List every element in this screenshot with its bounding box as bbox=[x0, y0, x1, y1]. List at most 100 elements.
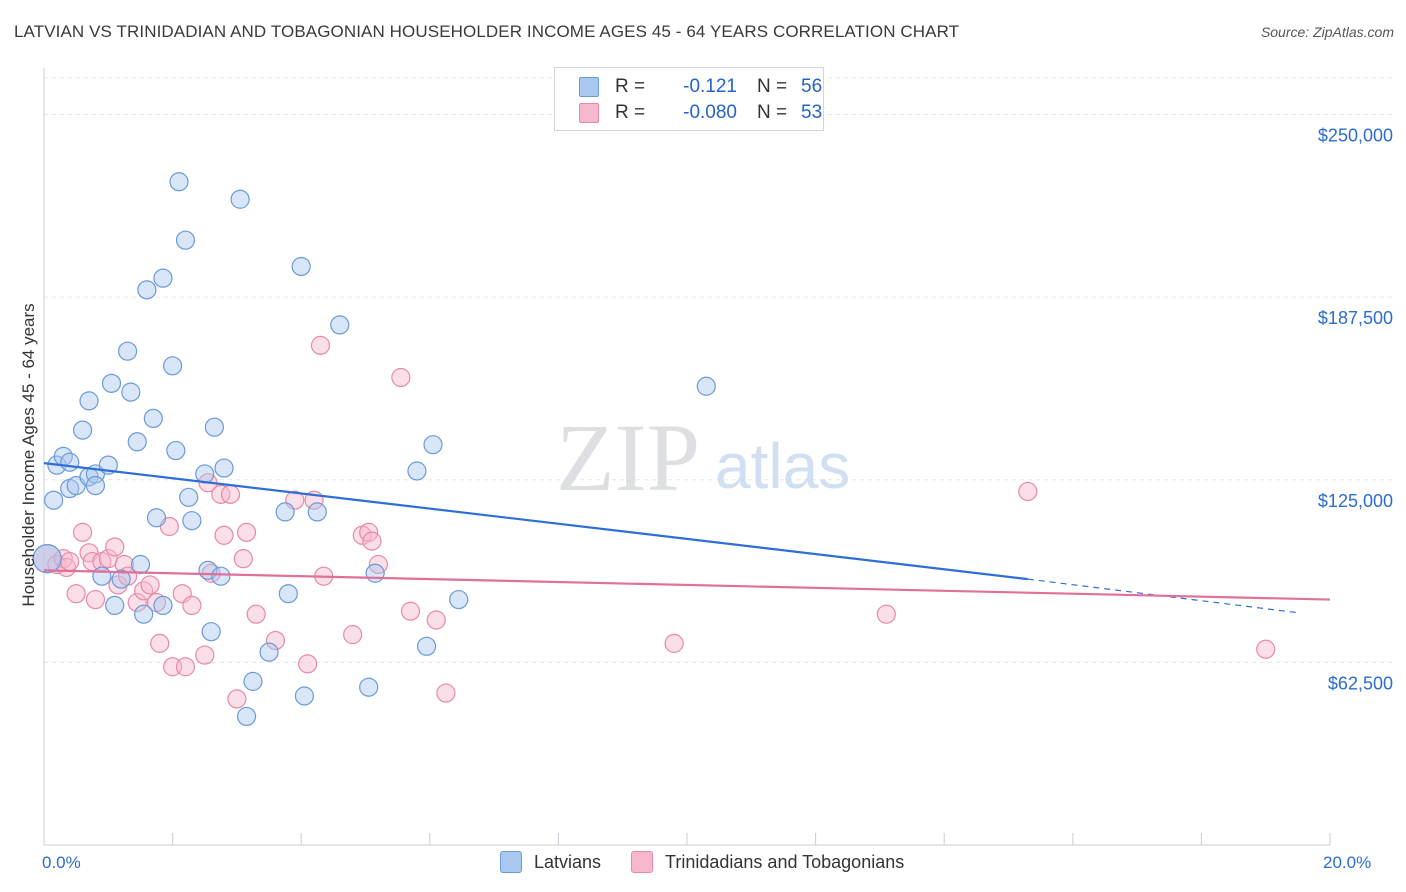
legend-r-label: R = bbox=[615, 76, 646, 97]
trinidadian-point bbox=[1256, 639, 1276, 659]
trinidadian-trend-line bbox=[43, 569, 1331, 601]
latvian-point bbox=[163, 356, 183, 376]
latvian-point bbox=[359, 677, 379, 697]
legend-n-value: 53 bbox=[801, 102, 823, 123]
latvian-point bbox=[85, 476, 106, 496]
legend-n-value: 56 bbox=[801, 76, 823, 97]
latvian-point bbox=[214, 458, 234, 478]
watermark: ZIP atlas bbox=[556, 404, 850, 511]
latvian-point bbox=[179, 487, 199, 507]
latvian-point bbox=[278, 584, 298, 604]
legend-row-trinidadians: R = -0.080 N = 53 bbox=[579, 100, 822, 126]
latvian-trend-line bbox=[43, 462, 1028, 581]
latvian-point bbox=[259, 642, 279, 662]
latvian-point bbox=[105, 595, 125, 616]
legend-item-latvians[interactable]: Latvians bbox=[500, 851, 601, 873]
latvian-point bbox=[182, 511, 202, 531]
legend-swatch-latvians bbox=[579, 77, 599, 97]
trinidadian-point bbox=[175, 657, 196, 677]
latvian-point bbox=[32, 544, 62, 574]
latvian-point bbox=[130, 554, 151, 575]
latvian-point bbox=[134, 604, 154, 624]
watermark-zip: ZIP bbox=[556, 404, 700, 511]
y-tick-label: $62,500 bbox=[1328, 673, 1393, 693]
trinidadian-point bbox=[426, 610, 446, 630]
legend-swatch-latvians bbox=[500, 851, 522, 873]
trinidadian-point bbox=[246, 604, 266, 624]
trinidadian-point bbox=[310, 335, 331, 355]
y-tick-label: $187,500 bbox=[1318, 308, 1393, 328]
trinidadian-point bbox=[233, 549, 253, 569]
latvian-point bbox=[175, 230, 196, 250]
latvian-point bbox=[169, 172, 189, 192]
latvian-point bbox=[201, 622, 221, 642]
x-tick-min: 0.0% bbox=[42, 853, 81, 872]
latvian-point bbox=[79, 391, 99, 411]
latvian-point bbox=[330, 315, 350, 335]
latvian-point bbox=[204, 417, 224, 437]
latvian-point bbox=[407, 461, 427, 481]
trend-lines bbox=[43, 462, 1331, 614]
latvian-point bbox=[423, 435, 443, 455]
trinidadian-point bbox=[436, 683, 456, 703]
legend-swatch-trinidadians bbox=[579, 103, 599, 123]
trinidadian-point bbox=[362, 531, 382, 551]
trinidadian-point bbox=[236, 522, 257, 542]
legend-item-trinidadians[interactable]: Trinidadians and Tobagonians bbox=[631, 851, 904, 873]
legend-swatch-trinidadians bbox=[631, 851, 654, 873]
latvian-point bbox=[166, 440, 186, 461]
latvian-point bbox=[307, 502, 327, 522]
trinidadian-point bbox=[60, 551, 80, 572]
watermark-atlas: atlas bbox=[715, 430, 850, 502]
latvian-point bbox=[236, 706, 257, 727]
latvian-point bbox=[211, 566, 231, 586]
trinidadian-point bbox=[298, 654, 318, 674]
trinidadian-point bbox=[85, 589, 106, 610]
trinidadian-point bbox=[114, 554, 134, 575]
trinidadian-point bbox=[400, 601, 421, 621]
latvian-point bbox=[101, 373, 122, 393]
axes bbox=[43, 68, 1331, 846]
trinidadian-point bbox=[211, 484, 231, 504]
x-tick-max: 20.0% bbox=[1323, 853, 1372, 872]
trinidadian-point bbox=[127, 592, 147, 613]
trinidadian-point bbox=[195, 645, 215, 665]
trinidadian-point bbox=[220, 484, 241, 504]
trinidadian-point bbox=[391, 367, 411, 388]
legend-label-latvians: Latvians bbox=[534, 851, 602, 872]
correlation-legend: R = -0.121 N = 56 R = -0.080 N = 53 bbox=[554, 67, 824, 131]
y-axis-label: Householder Income Ages 45 - 64 years bbox=[19, 303, 38, 607]
trinidadian-point bbox=[876, 604, 896, 624]
latvian-point bbox=[72, 420, 93, 440]
latvian-point bbox=[243, 671, 263, 691]
latvian-point bbox=[121, 382, 141, 402]
chart-title: LATVIAN VS TRINIDADIAN AND TOBAGONIAN HO… bbox=[14, 22, 960, 41]
y-tick-label: $125,000 bbox=[1318, 491, 1393, 511]
latvian-point bbox=[137, 280, 157, 300]
latvian-point bbox=[153, 595, 173, 616]
latvian-point bbox=[365, 563, 385, 583]
latvian-point bbox=[143, 408, 163, 429]
trinidadian-point bbox=[66, 584, 86, 604]
legend-r-label: R = bbox=[615, 102, 646, 123]
latvian-point bbox=[230, 189, 250, 209]
latvian-point bbox=[92, 566, 112, 586]
trinidadian-point bbox=[664, 633, 684, 653]
trinidadian-point bbox=[227, 689, 247, 709]
trinidadian-point bbox=[182, 595, 202, 616]
legend-label-trinidadians: Trinidadians and Tobagonians bbox=[665, 851, 905, 872]
trinidadian-point bbox=[265, 630, 286, 651]
legend-r-value: -0.080 bbox=[683, 102, 737, 123]
legend-r-value: -0.121 bbox=[683, 76, 737, 97]
latvian-point bbox=[294, 686, 315, 706]
latvian-point bbox=[153, 268, 173, 288]
legend-n-label: N = bbox=[757, 76, 788, 97]
trinidadian-point bbox=[214, 525, 234, 545]
latvian-point bbox=[44, 490, 64, 510]
y-tick-label: $250,000 bbox=[1318, 126, 1393, 146]
series-trinidadian-points bbox=[32, 335, 1276, 709]
latvian-point bbox=[449, 589, 469, 610]
latvian-point bbox=[275, 502, 295, 522]
trinidadian-point bbox=[343, 625, 363, 645]
